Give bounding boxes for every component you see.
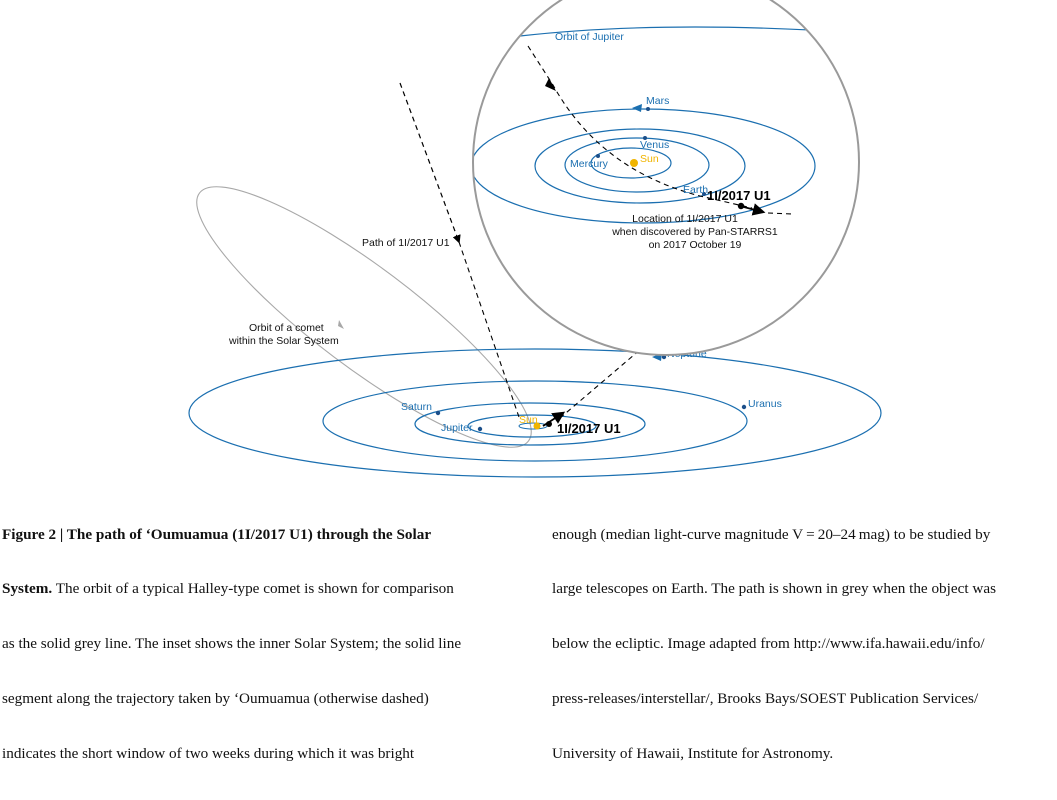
comet-orbit-arrow bbox=[338, 320, 344, 329]
caption-title-line-1: Figure 2 | The path of ‘Oumuamua (1I/201… bbox=[2, 525, 432, 543]
inset-path-exit bbox=[767, 212, 793, 215]
inset-discovery-line-1: Location of 1I/2017 U1 bbox=[632, 213, 738, 225]
outer-object-label: 1I/2017 U1 bbox=[557, 421, 621, 436]
uranus-dot bbox=[741, 404, 747, 410]
inset-circle-background bbox=[473, 0, 859, 355]
comet-orbit bbox=[196, 186, 532, 448]
caption-line-2-text: The orbit of a typical Halley-type comet… bbox=[52, 580, 454, 598]
inset-venus-orbit bbox=[564, 137, 710, 193]
outer-sun bbox=[533, 422, 541, 430]
inset-jupiter-orbit-label: Orbit of Jupiter bbox=[555, 31, 624, 43]
inset-path bbox=[527, 45, 753, 209]
neptune-orbit bbox=[188, 348, 882, 478]
figure-caption: Figure 2 | The path of ‘Oumuamua (1I/201… bbox=[0, 489, 1057, 763]
inset-venus-dot bbox=[643, 136, 647, 140]
inset-border bbox=[472, 0, 860, 356]
inner-solar-system-inset: Orbit of Jupiter Mars Venus Mercury Sun … bbox=[472, 0, 860, 356]
inset-venus-label: Venus bbox=[640, 139, 669, 151]
inset-mars-orbit bbox=[473, 108, 816, 224]
outer-sun-label: Sun bbox=[519, 414, 538, 426]
saturn-orbit bbox=[414, 402, 646, 446]
caption-right-line-1: enough (median light-curve magnitude V =… bbox=[552, 525, 991, 543]
inset-mercury-label: Mercury bbox=[570, 158, 609, 170]
inset-earth-dot bbox=[702, 192, 706, 196]
caption-right-column: enough (median light-curve magnitude V =… bbox=[552, 489, 1057, 800]
comet-orbit-label-1: Orbit of a comet bbox=[249, 322, 324, 334]
inset-earth-label: Earth bbox=[683, 184, 708, 196]
caption-left-line-4: segment along the trajectory taken by ‘O… bbox=[2, 690, 429, 708]
inset-sun-label: Sun bbox=[640, 153, 659, 165]
inset-object-dot bbox=[737, 202, 745, 210]
uranus-orbit bbox=[322, 380, 748, 462]
object-dot-outer bbox=[546, 421, 552, 427]
jupiter-label: Jupiter bbox=[441, 422, 473, 434]
saturn-dot bbox=[435, 410, 441, 416]
inset-object-label: 1I/2017 U1 bbox=[707, 188, 771, 203]
inset-mercury-dot bbox=[596, 154, 600, 158]
saturn-label: Saturn bbox=[401, 401, 432, 413]
caption-left-column: Figure 2 | The path of ‘Oumuamua (1I/201… bbox=[2, 489, 527, 800]
inset-sun bbox=[630, 159, 638, 167]
path-label: Path of 1I/2017 U1 bbox=[362, 237, 450, 249]
jupiter-dot bbox=[477, 426, 483, 432]
inset-mercury-orbit bbox=[590, 147, 672, 179]
uranus-label: Uranus bbox=[748, 398, 782, 410]
caption-title-line-2: System. bbox=[2, 580, 53, 598]
inset-discovery-line-2: when discovered by Pan-STARRS1 bbox=[611, 226, 778, 238]
caption-left-line-3: as the solid grey line. The inset shows … bbox=[2, 635, 462, 653]
inset-mars-dot bbox=[646, 107, 650, 111]
comet-orbit-label-2: within the Solar System bbox=[228, 335, 339, 347]
trajectory-figure: Neptune Uranus Saturn Jupiter Sun 1I/201… bbox=[188, 0, 882, 478]
inset-discovery-line-3: on 2017 October 19 bbox=[649, 239, 742, 251]
inset-path-arrow bbox=[545, 78, 556, 91]
caption-right-line-5: University of Hawaii, Institute for Astr… bbox=[552, 745, 834, 763]
caption-right-line-3: below the ecliptic. Image adapted from h… bbox=[552, 635, 985, 653]
caption-right-line-4: press-releases/interstellar/, Brooks Bay… bbox=[552, 690, 979, 708]
incoming-path-upper bbox=[399, 82, 461, 244]
inset-earth-orbit bbox=[534, 128, 746, 204]
inset-mars-label: Mars bbox=[646, 95, 669, 107]
incoming-path-lower bbox=[458, 241, 521, 421]
inset-mars-direction-arrow bbox=[632, 104, 642, 112]
caption-left-line-5: indicates the short window of two weeks … bbox=[2, 745, 415, 763]
jupiter-orbit bbox=[467, 414, 597, 438]
